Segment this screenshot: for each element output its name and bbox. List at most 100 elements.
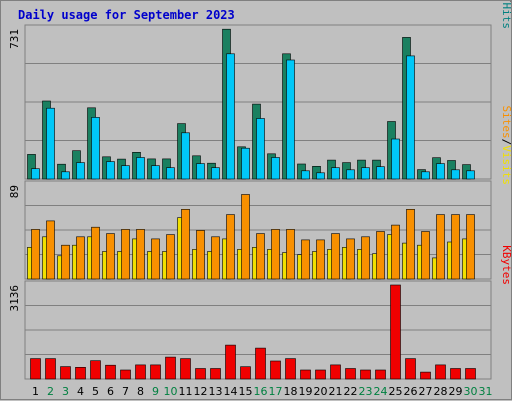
bar-kbytes-day-11 <box>180 358 191 380</box>
y-max-label: 3136 <box>8 285 21 312</box>
chart-title: Daily usage for September 2023 <box>18 8 235 22</box>
bar-files-day-29 <box>451 169 460 180</box>
bar-files-day-13 <box>211 167 220 180</box>
day-label: 30 <box>464 385 478 398</box>
day-label: 25 <box>389 385 403 398</box>
y-max-label: 89 <box>8 185 21 198</box>
bar-files-day-8 <box>136 157 145 180</box>
bar-files-day-12 <box>196 163 205 180</box>
bar-sites-day-13 <box>211 236 220 280</box>
day-label: 28 <box>434 385 448 398</box>
bar-kbytes-day-15 <box>240 366 251 380</box>
bar-kbytes-day-23 <box>360 369 371 380</box>
bar-sites-day-12 <box>196 230 205 280</box>
bar-kbytes-day-26 <box>405 358 416 380</box>
legend-item: Hits <box>500 3 512 30</box>
day-label: 26 <box>404 385 418 398</box>
day-label: 12 <box>194 385 208 398</box>
bar-sites-day-18 <box>286 229 295 280</box>
bar-kbytes-day-19 <box>300 369 311 380</box>
bar-sites-day-27 <box>421 231 430 280</box>
day-label: 18 <box>284 385 298 398</box>
day-label: 13 <box>209 385 223 398</box>
bar-sites-day-14 <box>226 214 235 280</box>
bar-files-day-5 <box>91 117 100 180</box>
day-label: 24 <box>374 385 388 398</box>
bar-files-day-1 <box>31 168 40 180</box>
bar-files-day-26 <box>406 55 415 180</box>
bar-files-day-14 <box>226 53 235 180</box>
day-label: 27 <box>419 385 433 398</box>
bar-kbytes-day-30 <box>465 368 476 380</box>
bar-sites-day-21 <box>331 233 340 280</box>
bar-files-day-3 <box>61 171 70 180</box>
bar-files-day-19 <box>301 170 310 180</box>
bar-sites-day-7 <box>121 229 130 280</box>
series-sites <box>31 194 475 280</box>
bar-sites-day-2 <box>46 220 55 280</box>
bar-kbytes-day-12 <box>195 368 206 380</box>
legend-item: / <box>500 139 512 146</box>
bar-sites-day-23 <box>361 236 370 280</box>
day-label: 4 <box>77 385 84 398</box>
bar-sites-day-9 <box>151 238 160 280</box>
day-label: 14 <box>224 385 238 398</box>
bar-files-day-7 <box>121 165 130 180</box>
bar-sites-day-15 <box>241 194 250 280</box>
day-label: 2 <box>47 385 54 398</box>
day-label: 6 <box>107 385 114 398</box>
bar-kbytes-day-16 <box>255 347 266 380</box>
bar-kbytes-day-14 <box>225 344 236 380</box>
legend-item: Sites <box>500 106 512 139</box>
day-label: 23 <box>359 385 373 398</box>
bar-kbytes-day-21 <box>330 364 341 380</box>
bar-sites-day-22 <box>346 238 355 280</box>
bar-kbytes-day-29 <box>450 368 461 380</box>
day-label: 19 <box>299 385 313 398</box>
bar-kbytes-day-24 <box>375 369 386 380</box>
legend-item: / <box>500 1 512 3</box>
kbytes_panel: 3136 KBytes <box>8 245 512 380</box>
day-label: 5 <box>92 385 99 398</box>
day-label: 3 <box>62 385 69 398</box>
bar-files-day-25 <box>391 138 400 180</box>
bar-sites-day-4 <box>76 236 85 280</box>
bar-files-day-21 <box>331 167 340 180</box>
panels-layer: 731Pages/Files/Hits89Sites/Visits3136KBy… <box>8 1 512 380</box>
day-label: 7 <box>122 385 129 398</box>
day-label: 31 <box>479 385 493 398</box>
bar-sites-day-26 <box>406 209 415 280</box>
bar-sites-day-5 <box>91 226 100 280</box>
bar-kbytes-day-8 <box>135 364 146 380</box>
bar-kbytes-day-3 <box>60 366 71 380</box>
bar-sites-day-28 <box>436 214 445 280</box>
bar-kbytes-day-22 <box>345 368 356 380</box>
day-label: 29 <box>449 385 463 398</box>
bar-sites-day-6 <box>106 233 115 280</box>
bar-kbytes-day-18 <box>285 358 296 380</box>
bar-sites-day-17 <box>271 229 280 280</box>
legend-item: KBytes <box>500 245 512 285</box>
bar-sites-day-1 <box>31 229 40 280</box>
bar-sites-day-11 <box>181 209 190 280</box>
bar-kbytes-day-13 <box>210 368 221 380</box>
day-label: 22 <box>344 385 358 398</box>
bar-kbytes-day-4 <box>75 366 86 380</box>
bar-kbytes-day-17 <box>270 360 281 380</box>
day-label: 21 <box>329 385 343 398</box>
bar-kbytes-day-10 <box>165 356 176 380</box>
bar-sites-day-29 <box>451 214 460 280</box>
visits_panel: 89 Sites/Visits <box>8 106 512 280</box>
bar-kbytes-day-6 <box>105 364 116 380</box>
bar-kbytes-day-7 <box>120 369 131 380</box>
bar-kbytes-day-2 <box>45 358 56 380</box>
bar-files-day-15 <box>241 147 250 180</box>
bar-files-day-28 <box>436 163 445 180</box>
day-label: 10 <box>164 385 178 398</box>
bar-sites-day-20 <box>316 239 325 280</box>
bar-sites-day-25 <box>391 224 400 280</box>
bar-sites-day-19 <box>301 239 310 280</box>
bar-kbytes-day-5 <box>90 360 101 380</box>
legend-item: Visits <box>500 145 512 185</box>
